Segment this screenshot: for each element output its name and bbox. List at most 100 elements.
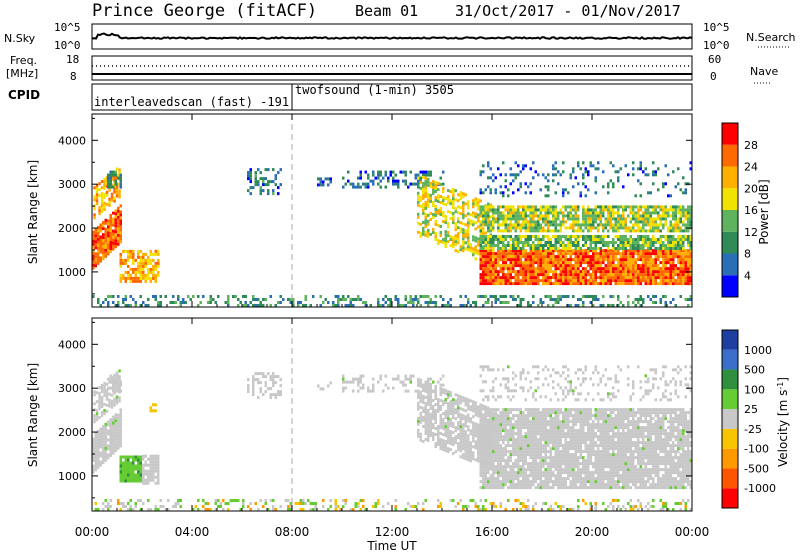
power-cell	[509, 205, 512, 209]
power-cell	[634, 270, 637, 274]
velocity-cell	[512, 447, 515, 451]
power-cell	[654, 205, 657, 209]
power-cell	[437, 209, 440, 212]
velocity-cell	[537, 441, 540, 445]
velocity-cell	[492, 456, 495, 460]
power-cell	[664, 255, 667, 259]
power-cell	[654, 273, 657, 277]
velocity-cell	[149, 472, 152, 476]
power-cell	[417, 301, 420, 304]
velocity-cell	[479, 420, 482, 424]
power-cell	[657, 188, 660, 192]
velocity-cell	[524, 462, 527, 466]
power-cell	[582, 276, 585, 280]
velocity-cell	[424, 431, 427, 435]
velocity-cell	[422, 424, 425, 428]
velocity-cell	[479, 444, 482, 448]
power-cell	[607, 282, 610, 286]
power-cell	[679, 211, 682, 215]
power-cell	[684, 298, 687, 301]
power-cell	[572, 249, 575, 253]
power-cell	[679, 188, 682, 192]
power-cell	[652, 182, 655, 186]
power-cell	[654, 261, 657, 265]
power-cell	[687, 205, 690, 209]
power-cell	[584, 211, 587, 215]
power-cell	[539, 249, 542, 253]
power-cell	[687, 273, 690, 277]
velocity-cell	[507, 408, 510, 412]
power-cell	[689, 220, 692, 224]
velocity-cell	[527, 432, 530, 436]
power-cell	[592, 273, 595, 277]
power-cell	[452, 200, 455, 204]
power-cell	[487, 276, 490, 280]
velocity-cell	[432, 390, 435, 393]
power-cell	[649, 217, 652, 221]
velocity-cell	[437, 434, 440, 437]
power-cell	[537, 241, 540, 244]
power-cell	[532, 235, 535, 238]
velocity-cell	[492, 429, 495, 433]
power-cell	[117, 230, 120, 234]
velocity-cell	[484, 447, 487, 451]
power-cell	[92, 254, 95, 258]
power-cell	[469, 243, 472, 247]
velocity-cell	[482, 432, 485, 436]
power-cell	[522, 205, 525, 209]
power-cell	[587, 270, 590, 274]
power-cell	[659, 208, 662, 212]
power-cell	[577, 182, 580, 186]
power-cell	[682, 191, 685, 195]
velocity-cell	[499, 417, 502, 421]
velocity-cell	[419, 414, 422, 418]
velocity-cell	[457, 403, 460, 407]
power-cell	[434, 181, 437, 184]
velocity-cell	[117, 374, 120, 378]
power-cell	[489, 235, 492, 238]
velocity-cell	[100, 414, 104, 417]
power-cell	[637, 298, 640, 301]
power-cell	[609, 249, 612, 253]
power-cell	[144, 279, 147, 283]
power-cell	[594, 220, 597, 224]
velocity-cell	[427, 426, 430, 430]
power-cell	[377, 176, 380, 180]
power-cell	[134, 304, 137, 307]
velocity-cell	[112, 439, 115, 443]
power-colorbar-swatch	[722, 188, 738, 210]
velocity-cell	[434, 391, 437, 394]
velocity-cell	[424, 407, 427, 411]
power-cell	[97, 301, 100, 304]
velocity-cell	[95, 400, 99, 404]
velocity-cell	[422, 415, 425, 419]
power-cell	[537, 247, 540, 250]
power-cell	[112, 241, 115, 245]
velocity-cell	[429, 415, 432, 419]
power-colorbar-tick: 16	[744, 204, 758, 217]
velocity-cell	[464, 415, 467, 419]
power-cell	[594, 226, 597, 230]
velocity-cell	[517, 444, 520, 448]
power-cell	[467, 200, 470, 204]
velocity-cell	[147, 478, 150, 482]
power-cell	[292, 301, 295, 304]
power-cell	[684, 211, 687, 215]
velocity-cell	[139, 467, 142, 471]
power-cell	[532, 267, 535, 271]
velocity-cell	[499, 459, 502, 463]
power-cell	[152, 295, 155, 298]
velocity-cell	[497, 414, 500, 418]
power-cell	[517, 304, 520, 307]
velocity-cell	[113, 376, 116, 380]
power-cell	[287, 298, 290, 301]
power-cell	[582, 267, 585, 271]
power-cell	[657, 223, 660, 227]
power-cell	[494, 255, 497, 259]
velocity-cell	[492, 414, 495, 418]
power-cell	[669, 276, 672, 280]
power-cell	[584, 167, 587, 171]
power-cell	[103, 201, 106, 205]
power-cell	[614, 258, 617, 262]
velocity-cell	[419, 396, 422, 400]
